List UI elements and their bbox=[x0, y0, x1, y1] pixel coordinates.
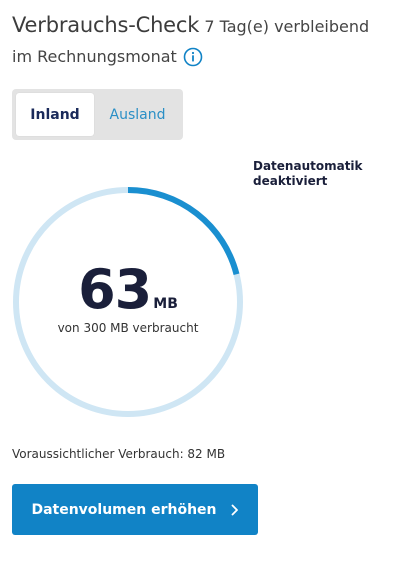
increase-data-button[interactable]: Datenvolumen erhöhen bbox=[12, 484, 258, 535]
billing-period-label: im Rechnungsmonat bbox=[12, 47, 177, 66]
info-icon[interactable] bbox=[183, 47, 203, 67]
forecast-usage: Voraussichtlicher Verbrauch: 82 MB bbox=[12, 447, 226, 461]
gauge-center: 63 MB von 300 MB verbraucht bbox=[12, 186, 244, 418]
gauge-value-row: 63 MB bbox=[78, 261, 178, 319]
data-automatic-label: Datenautomatik bbox=[253, 159, 363, 173]
page-title: Verbrauchs-Check bbox=[12, 13, 200, 37]
title-line-2: im Rechnungsmonat bbox=[12, 42, 412, 72]
title-line-1: Verbrauchs-Check 7 Tag(e) verbleibend bbox=[12, 10, 412, 42]
chevron-right-icon bbox=[231, 504, 239, 516]
usage-check-header: Verbrauchs-Check 7 Tag(e) verbleibend im… bbox=[12, 10, 412, 72]
usage-caption: von 300 MB verbraucht bbox=[57, 321, 199, 335]
used-amount: 63 bbox=[78, 258, 152, 321]
increase-data-label: Datenvolumen erhöhen bbox=[31, 501, 217, 518]
data-automatic-status: Datenautomatik deaktiviert bbox=[253, 159, 403, 189]
tab-inland[interactable]: Inland bbox=[16, 93, 94, 136]
usage-gauge: 63 MB von 300 MB verbraucht bbox=[12, 186, 244, 418]
used-unit: MB bbox=[153, 296, 178, 312]
usage-gauge-chart bbox=[13, 187, 243, 417]
gauge-fill bbox=[13, 187, 243, 417]
remaining-days: 7 Tag(e) verbleibend bbox=[204, 17, 370, 36]
data-automatic-state: deaktiviert bbox=[253, 174, 328, 188]
tab-ausland[interactable]: Ausland bbox=[109, 106, 166, 123]
region-tabs: Inland Ausland bbox=[12, 89, 183, 140]
